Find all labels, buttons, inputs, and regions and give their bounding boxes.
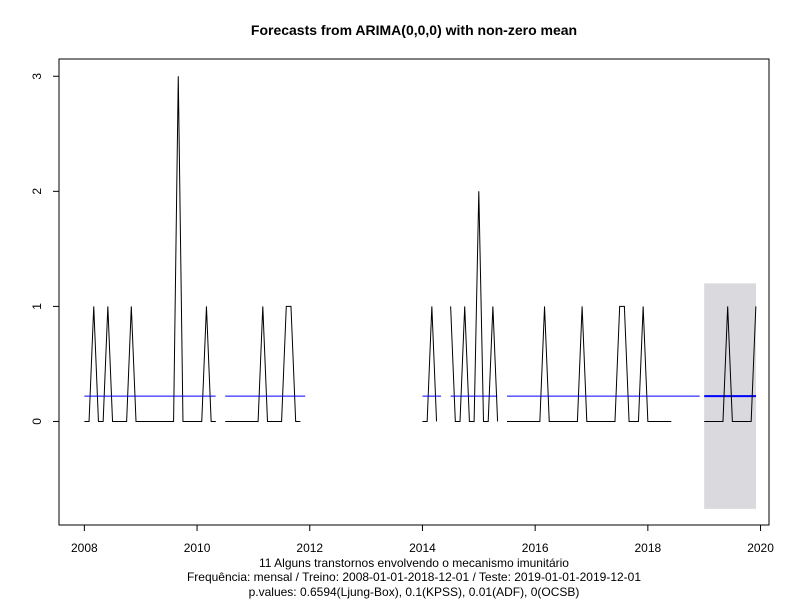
x-tick-label: 2012 xyxy=(296,541,323,555)
plot-frame xyxy=(58,58,770,526)
observed-series-line xyxy=(84,76,672,422)
caption-pvalues: p.values: 0.6594(Ljung-Box), 0.1(KPSS), … xyxy=(249,585,580,599)
y-tick-label: 3 xyxy=(30,73,44,80)
series-layer xyxy=(84,76,757,422)
x-tick-label: 2016 xyxy=(522,541,549,555)
x-axis: 2008 2010 2012 2014 2016 2018 2020 xyxy=(71,524,774,555)
chart-title: Forecasts from ARIMA(0,0,0) with non-zer… xyxy=(251,22,577,38)
x-tick-label: 2010 xyxy=(184,541,211,555)
caption-series-name: 11 Alguns transtornos envolvendo o mecan… xyxy=(259,556,569,570)
y-tick-label: 2 xyxy=(30,188,44,195)
y-tick-label: 1 xyxy=(30,303,44,310)
x-tick-label: 2020 xyxy=(747,541,774,555)
x-tick-label: 2014 xyxy=(409,541,436,555)
y-axis: 0 1 2 3 xyxy=(30,73,60,425)
caption-frequency: Frequência: mensal / Treino: 2008-01-01-… xyxy=(187,570,641,584)
x-tick-label: 2018 xyxy=(634,541,661,555)
x-tick-label: 2008 xyxy=(71,541,98,555)
test-series-line xyxy=(704,306,757,422)
y-tick-label: 0 xyxy=(30,418,44,425)
